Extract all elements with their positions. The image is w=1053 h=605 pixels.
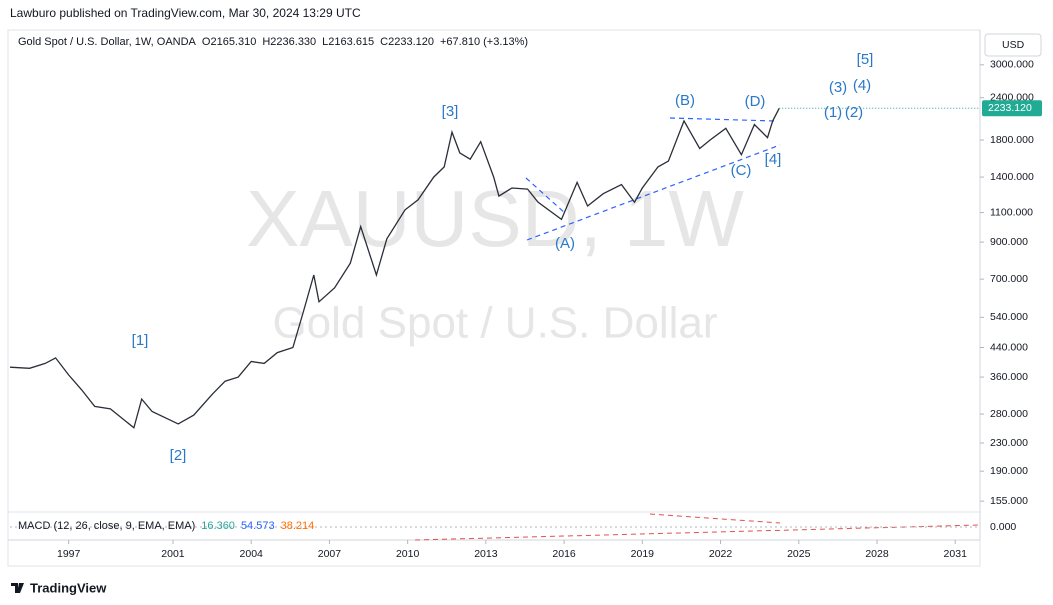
wave-label: (D) [745, 93, 766, 110]
y-tick-label: 155.000 [990, 495, 1028, 507]
x-tick-label: 2001 [161, 548, 185, 560]
y-tick-label: 900.000 [990, 236, 1028, 248]
wave-label: [2] [170, 447, 187, 464]
x-tick-label: 2028 [865, 548, 889, 560]
ohlc-value: H2236.330 [262, 36, 316, 48]
wave-label: (C) [731, 162, 752, 179]
indicator-title: MACD (12, 26, close, 9, EMA, EMA) [18, 520, 195, 532]
x-tick-label: 2025 [787, 548, 811, 560]
x-tick-label: 2010 [396, 548, 420, 560]
trendline [669, 117, 776, 122]
ohlc-value: L2163.615 [322, 36, 374, 48]
wave-label: (1) [824, 104, 842, 121]
footer-brand: TradingView [30, 580, 107, 595]
currency-box[interactable] [984, 33, 1042, 57]
wave-label: [4] [765, 151, 782, 168]
x-tick-label: 1997 [57, 548, 81, 560]
last-price-label: 2233.120 [988, 102, 1032, 114]
x-tick-label: 2004 [240, 548, 264, 560]
trendlines [525, 117, 781, 241]
y-tick-label: 3000.000 [990, 59, 1034, 71]
trendline [526, 144, 781, 241]
publisher-line: Lawburo published on TradingView.com, Ma… [10, 6, 361, 20]
indicator-value: 16.360 [201, 520, 235, 532]
wave-label: (3) [829, 79, 847, 96]
wave-label: (A) [555, 235, 575, 252]
y-tick-label: 700.000 [990, 273, 1028, 285]
x-tick-label: 2031 [944, 548, 968, 560]
y-tick-label: 230.000 [990, 437, 1028, 449]
last-price-box [982, 100, 1042, 117]
y-tick-label: 540.000 [990, 311, 1028, 323]
brand-logo [11, 583, 24, 593]
wave-label: (2) [845, 104, 863, 121]
watermark-symbol: XAUUSD, 1W [246, 174, 744, 263]
y-tick-label: 1800.000 [990, 134, 1034, 146]
indicator-value: 54.573 [241, 520, 275, 532]
symbol-line: Gold Spot / U.S. Dollar, 1W, OANDA [18, 36, 197, 48]
wave-label: [3] [442, 103, 459, 120]
x-tick-label: 2007 [318, 548, 342, 560]
symbol-legend: Gold Spot / U.S. Dollar, 1W, OANDA O2165.… [18, 36, 528, 48]
y-tick-label: 190.000 [990, 465, 1028, 477]
wave-label: (B) [675, 92, 695, 109]
x-tick-label: 2016 [552, 548, 576, 560]
x-tick-label: 2022 [709, 548, 733, 560]
y-tick-label: 440.000 [990, 341, 1028, 353]
x-tick-label: 2019 [631, 548, 655, 560]
x-tick-label: 2013 [474, 548, 498, 560]
trendline [649, 513, 781, 524]
ohlc-value: O2165.310 [202, 36, 256, 48]
y-tick-label: 1100.000 [990, 206, 1033, 218]
y-tick-label: 0.000 [990, 521, 1016, 533]
watermark-description: Gold Spot / U.S. Dollar [272, 299, 717, 348]
y-tick-label: 280.000 [990, 408, 1028, 420]
price-line [9, 108, 780, 429]
ohlc-value: +67.810 (+3.13%) [440, 36, 528, 48]
wave-label: [1] [132, 332, 149, 349]
currency[interactable]: USD [1002, 39, 1025, 51]
wave-label: (4) [853, 77, 871, 94]
wave-label: [5] [857, 51, 874, 68]
y-tick-label: 360.000 [990, 371, 1028, 383]
indicator-value: 38.214 [281, 520, 315, 532]
y-tick-label: 1400.000 [990, 171, 1034, 183]
ohlc-value: C2233.120 [380, 36, 434, 48]
indicator-legend: MACD (12, 26, close, 9, EMA, EMA) 16.360 5… [18, 520, 314, 532]
